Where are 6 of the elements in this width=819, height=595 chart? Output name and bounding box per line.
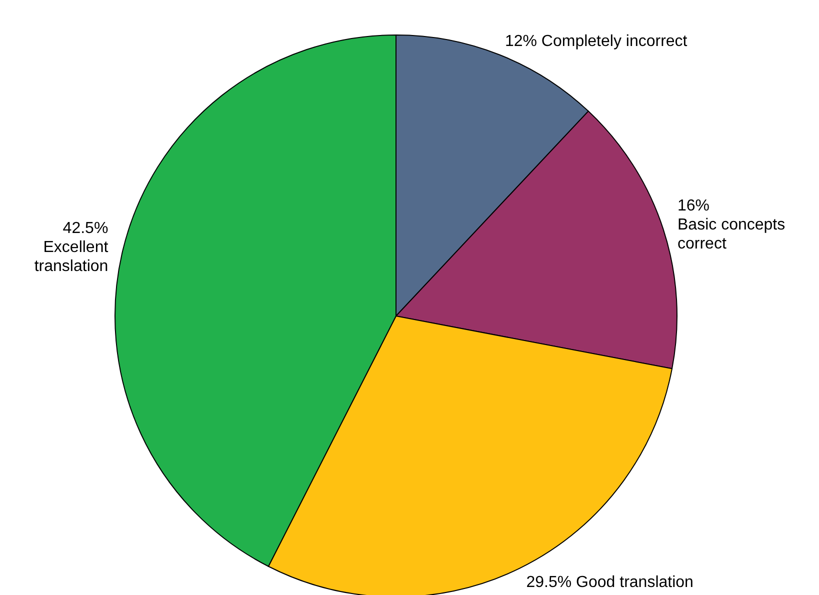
slice-label: 12% Completely incorrect (504, 32, 688, 50)
slice-label: 29.5% Good translation (526, 573, 694, 590)
slice-label: Excellent translation (34, 238, 109, 274)
slice-label: Basic concepts correct (678, 216, 786, 252)
data-label: 42.5% (62, 219, 108, 236)
data-label: 16% (678, 197, 710, 214)
